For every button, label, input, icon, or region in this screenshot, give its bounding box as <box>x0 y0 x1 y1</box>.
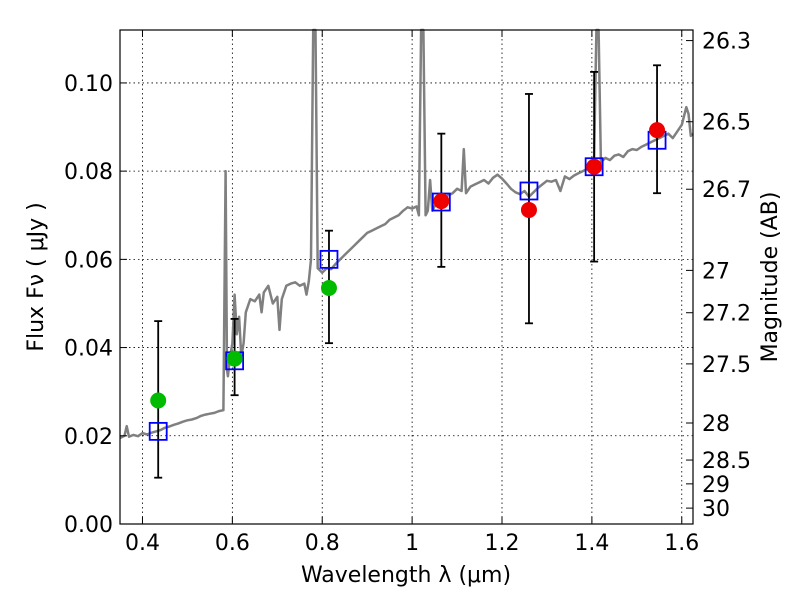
y-tick-label: 0.02 <box>64 425 113 450</box>
model-photometry-point <box>584 157 604 177</box>
magnitude-tick-label: 27 <box>702 259 730 284</box>
error-bar-series <box>154 64 662 479</box>
observed-photometry-point <box>649 122 666 139</box>
x-tick-label: 0.4 <box>125 531 160 556</box>
y-axis-label: Flux Fν ( μJy ) <box>24 202 49 351</box>
observed-photometry-point <box>226 350 243 367</box>
magnitude-tick-label: 29 <box>702 473 730 498</box>
model-photometry-point <box>319 249 339 269</box>
magnitude-tick-label: 26.3 <box>702 30 751 55</box>
spectrum-line <box>119 28 694 440</box>
observed-photometry-point <box>320 280 337 297</box>
magnitude-axis-label: Magnitude (AB) <box>758 192 783 363</box>
magnitude-tick-label: 28 <box>702 412 730 437</box>
grid-lines <box>120 30 693 525</box>
magnitude-tick-label: 26.7 <box>702 178 751 203</box>
observed-photometry-point <box>520 201 537 218</box>
x-tick-label: 0.6 <box>215 531 250 556</box>
magnitude-tick-label: 28.5 <box>702 449 751 474</box>
magnitude-tick-label: 30 <box>702 497 730 522</box>
magnitude-tick-label: 27.5 <box>702 353 751 378</box>
x-tick-label: 1.4 <box>574 531 609 556</box>
x-axis-label: Wavelength λ (μm) <box>301 563 511 588</box>
magnitude-tick-label: 27.2 <box>702 302 751 327</box>
x-tick-label: 1.2 <box>485 531 520 556</box>
model-photometry-point <box>519 181 539 201</box>
y-axis-ticks: 0.00 0.02 0.04 0.06 0.08 0.10 <box>64 72 127 538</box>
observed-photometry-point <box>433 193 450 210</box>
x-tick-label: 0.8 <box>305 531 340 556</box>
plot-frame <box>119 29 694 525</box>
x-tick-label: 1.6 <box>664 531 699 556</box>
y-tick-label: 0.00 <box>64 513 113 538</box>
spectrum-series <box>119 28 694 440</box>
observed-photometry-series <box>150 122 666 409</box>
magnitude-tick-label: 26.5 <box>702 111 751 136</box>
x-tick-label: 1 <box>405 531 419 556</box>
model-photometry-point <box>148 421 168 441</box>
x-axis-ticks: 0.4 0.6 0.8 1 1.2 1.4 1.6 <box>125 30 699 556</box>
observed-photometry-point <box>150 392 167 409</box>
y-tick-label: 0.04 <box>64 337 113 362</box>
observed-photometry-point <box>586 158 603 175</box>
y-tick-label: 0.10 <box>64 72 113 97</box>
y-tick-label: 0.06 <box>64 248 113 273</box>
y-tick-label: 0.08 <box>64 160 113 185</box>
